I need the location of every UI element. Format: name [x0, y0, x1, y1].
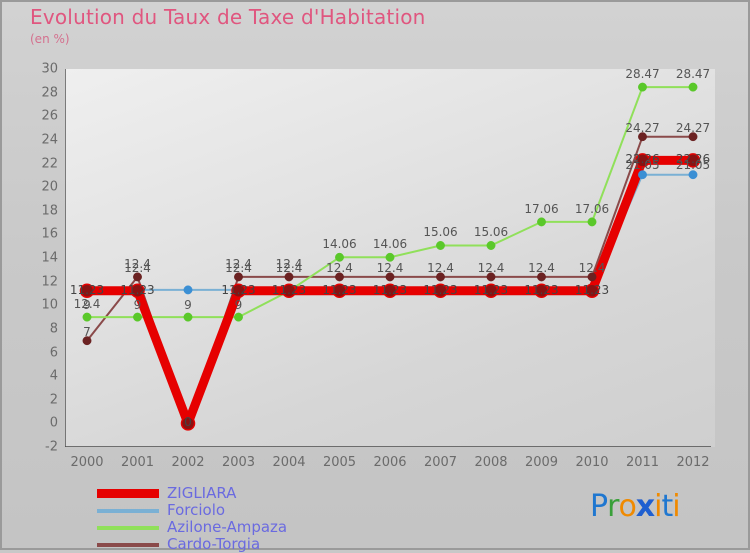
x-axis-tick-label: 2005	[322, 455, 357, 470]
data-point-marker	[234, 272, 243, 282]
data-point-marker	[635, 153, 650, 168]
chart-legend: ZIGLIARA Forciolo Azilone-Ampaza Cardo-Torg…	[97, 485, 287, 553]
legend-item-zigliara[interactable]: ZIGLIARA	[97, 485, 287, 502]
data-point-marker	[436, 272, 445, 282]
chart-unit-label: (en %)	[30, 32, 70, 46]
data-point-marker	[335, 252, 344, 262]
data-point-marker	[183, 285, 193, 295]
logo-char: t	[661, 489, 674, 524]
data-point-marker	[638, 132, 647, 142]
y-axis-tick-label: 0	[49, 415, 58, 431]
x-axis-tick-label: 2006	[373, 455, 407, 470]
logo-char: r	[607, 489, 619, 524]
y-axis-tick-label: 16	[41, 226, 58, 242]
y-axis-tick-label: 24	[41, 132, 58, 148]
logo-char: i	[672, 489, 680, 524]
data-point-marker	[483, 283, 499, 298]
data-point-marker	[685, 153, 701, 168]
legend-item-label: Cardo-Torgia	[167, 535, 261, 553]
y-axis-tick-label: 12	[41, 274, 58, 290]
logo-char: o	[618, 489, 636, 524]
data-point-marker	[486, 241, 496, 250]
data-point-marker	[180, 416, 196, 431]
data-point-marker	[79, 283, 95, 298]
y-axis-tick-label: 18	[41, 203, 58, 219]
data-point-marker	[335, 272, 344, 282]
proxiti-logo: Proxiti	[590, 489, 681, 524]
data-point-marker	[382, 283, 398, 298]
data-point-marker	[638, 170, 647, 180]
y-axis-tick-label: 30	[41, 61, 58, 77]
series-line-azilone-ampaza	[86, 86, 694, 319]
data-point-marker	[688, 170, 698, 180]
data-point-marker	[433, 283, 448, 298]
y-axis-tick-label: 28	[41, 85, 58, 101]
legend-item-azilone-ampaza[interactable]: Azilone-Ampaza	[97, 519, 287, 536]
data-point-marker	[638, 82, 647, 92]
legend-item-cardo-torgia[interactable]: Cardo-Torgia	[97, 536, 287, 553]
y-axis-tick-label: 20	[41, 179, 58, 195]
x-axis-tick-label: 2011	[625, 455, 660, 470]
data-point-marker	[436, 241, 445, 250]
y-axis-tick-label: 26	[41, 108, 58, 124]
y-axis-tick-label: 10	[41, 297, 58, 313]
y-axis-tick-label: 6	[49, 345, 58, 360]
data-point-marker	[534, 283, 549, 298]
data-point-marker	[587, 217, 597, 227]
x-axis-tick-label: 2001	[120, 455, 155, 470]
data-point-marker	[332, 283, 347, 298]
data-point-marker	[130, 283, 145, 298]
x-axis-tick-label: 2009	[524, 455, 559, 470]
data-point-marker	[385, 272, 395, 282]
data-point-marker	[688, 82, 698, 92]
y-axis-tick-label: 14	[41, 250, 58, 266]
chart-svg	[65, 69, 711, 447]
x-axis-tick-label: 2000	[70, 455, 104, 470]
page-title: Evolution du Taux de Taxe d'Habitation	[30, 5, 426, 29]
legend-color-swatch	[97, 542, 159, 547]
data-point-marker	[82, 336, 92, 346]
y-axis-tick-label: 8	[49, 321, 58, 337]
logo-char: P	[590, 489, 608, 524]
legend-item-label: ZIGLIARA	[167, 484, 237, 502]
x-axis-tick-label: 2012	[676, 455, 710, 470]
legend-item-label: Forciolo	[167, 501, 226, 519]
legend-color-swatch	[97, 525, 159, 530]
plot-area	[65, 69, 715, 447]
data-point-marker	[82, 312, 92, 322]
data-point-marker	[385, 252, 395, 262]
x-axis-tick-label: 2008	[474, 455, 508, 470]
y-axis-tick-label: 4	[49, 368, 58, 384]
data-point-marker	[284, 272, 294, 282]
logo-char: x	[635, 489, 655, 524]
data-point-marker	[537, 217, 546, 227]
x-axis-tick-label: 2010	[575, 455, 609, 470]
data-point-marker	[133, 312, 142, 322]
data-point-marker	[231, 283, 246, 298]
data-point-marker	[234, 312, 243, 322]
data-point-marker	[587, 272, 597, 282]
x-axis-tick-label: 2003	[221, 455, 256, 470]
legend-item-label: Azilone-Ampaza	[167, 518, 288, 536]
data-point-marker	[486, 272, 496, 282]
legend-color-swatch	[97, 508, 159, 513]
data-point-marker	[688, 132, 698, 142]
x-axis-tick-label: 2004	[272, 455, 306, 470]
data-point-marker	[133, 272, 142, 282]
y-axis-tick-label: 22	[41, 156, 58, 171]
data-point-marker	[281, 283, 297, 298]
legend-color-swatch	[97, 489, 159, 498]
data-point-marker	[584, 283, 600, 298]
y-axis-tick-label: -2	[45, 439, 58, 455]
logo-char: i	[654, 489, 662, 524]
x-axis-tick-label: 2007	[423, 455, 458, 470]
data-point-marker	[537, 272, 546, 282]
x-axis-tick-label: 2002	[171, 455, 205, 470]
y-axis-tick-label: 2	[49, 392, 58, 408]
legend-item-forciolo[interactable]: Forciolo	[97, 502, 287, 519]
data-point-marker	[183, 312, 193, 322]
